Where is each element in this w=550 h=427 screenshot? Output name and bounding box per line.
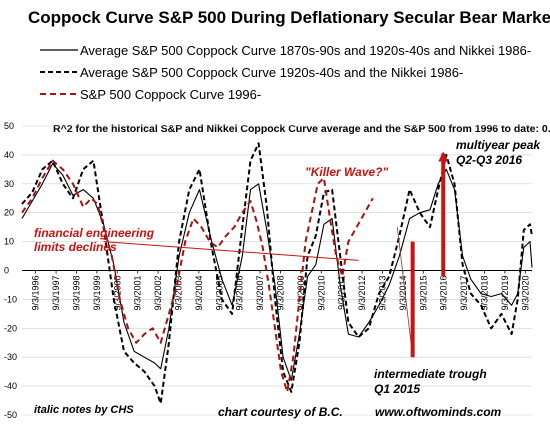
y-tick-label: 40 bbox=[4, 150, 14, 160]
x-tick-label: 9/3/1997 bbox=[51, 276, 61, 311]
y-tick-label: -50 bbox=[4, 410, 17, 420]
x-tick-label: 9/3/2001 bbox=[133, 276, 143, 311]
chart-subtitle: R^2 for the historical S&P and Nikkei Co… bbox=[53, 123, 550, 135]
y-tick-label: -10 bbox=[4, 294, 17, 304]
x-tick-label: 9/3/2002 bbox=[153, 276, 163, 311]
legend-label-series-3: S&P 500 Coppock Curve 1996- bbox=[80, 87, 261, 102]
tick-labels: -50 -40 -30 -20 -10 0 10 20 30 40 50 9/3/1996 9/3/19… bbox=[4, 121, 530, 420]
x-tick-label: 9/3/1999 bbox=[92, 276, 102, 311]
x-tick-label: 9/3/1996 bbox=[31, 276, 41, 311]
x-tick-label: 9/3/2018 bbox=[479, 276, 489, 311]
x-tick-label: 9/3/2004 bbox=[194, 276, 204, 311]
annotations-layer: "Killer Wave?" financial engineeringlimit… bbox=[34, 138, 541, 419]
y-tick-label: 30 bbox=[4, 179, 14, 189]
x-tick-label: 9/3/2010 bbox=[316, 276, 326, 311]
x-tick-label: 9/3/2017 bbox=[459, 276, 469, 311]
annotation-multiyear-peak: multiyear peak bbox=[456, 138, 541, 152]
y-tick-label: 20 bbox=[4, 208, 14, 218]
annotation-killer-wave: "Killer Wave?" bbox=[305, 165, 388, 179]
x-tick-label: 9/3/2007 bbox=[255, 276, 265, 311]
x-tick-label: 9/3/2014 bbox=[398, 276, 408, 311]
annotation-peak-quarter: Q2-Q3 2016 bbox=[456, 153, 522, 167]
x-tick-label: 9/3/2005 bbox=[214, 276, 224, 311]
x-tick-label: 9/3/2008 bbox=[275, 276, 285, 311]
annotation-intermediate-trough: intermediate trough bbox=[374, 367, 487, 381]
series-3-line bbox=[21, 159, 374, 393]
annotation-courtesy: chart courtesy of B.C. bbox=[218, 405, 343, 419]
financial-engineering-arrow bbox=[103, 241, 359, 261]
x-tick-label: 9/3/2015 bbox=[418, 276, 428, 311]
legend-label-series-1: Average S&P 500 Coppock Curve 1870s-90s … bbox=[80, 43, 531, 58]
y-tick-label: 10 bbox=[4, 237, 14, 247]
x-tick-label: 9/3/2016 bbox=[439, 276, 449, 311]
y-tick-label: 0 bbox=[4, 266, 9, 276]
trough-pointer-line bbox=[396, 227, 414, 358]
annotation-trough-quarter: Q1 2015 bbox=[374, 382, 420, 396]
annotation-italic-notes: italic notes by CHS bbox=[34, 404, 134, 416]
axes bbox=[22, 270, 532, 274]
x-tick-label: 9/3/2020 bbox=[520, 276, 530, 311]
y-tick-label: -30 bbox=[4, 352, 17, 362]
series-layer bbox=[21, 142, 533, 405]
peak-arrowhead bbox=[438, 151, 449, 162]
annotation-financial-engineering: financial engineering bbox=[34, 226, 155, 240]
y-tick-label: -20 bbox=[4, 323, 17, 333]
x-tick-label: 9/3/2000 bbox=[112, 276, 122, 311]
x-tick-label: 9/3/2012 bbox=[357, 276, 367, 311]
annotation-limits-declines: limits declines bbox=[34, 240, 117, 254]
y-tick-label: -40 bbox=[4, 381, 17, 391]
series-2-line bbox=[21, 142, 533, 405]
x-tick-label: 9/3/2013 bbox=[377, 276, 387, 311]
x-tick-label: 9/3/2003 bbox=[173, 276, 183, 311]
legend-label-series-2: Average S&P 500 Coppock Curve 1920s-40s … bbox=[80, 65, 463, 80]
annotation-website: www.oftwominds.com bbox=[375, 405, 502, 419]
x-tick-label: 9/3/1998 bbox=[71, 276, 81, 311]
chart-title: Coppock Curve S&P 500 During Deflationar… bbox=[28, 8, 550, 27]
x-tick-label: 9/3/2006 bbox=[235, 276, 245, 311]
y-tick-label: 50 bbox=[4, 121, 14, 131]
legend: Average S&P 500 Coppock Curve 1870s-90s … bbox=[40, 43, 531, 102]
x-tick-label: 9/3/2019 bbox=[500, 276, 510, 311]
x-tick-label: 9/3/2009 bbox=[296, 276, 306, 311]
